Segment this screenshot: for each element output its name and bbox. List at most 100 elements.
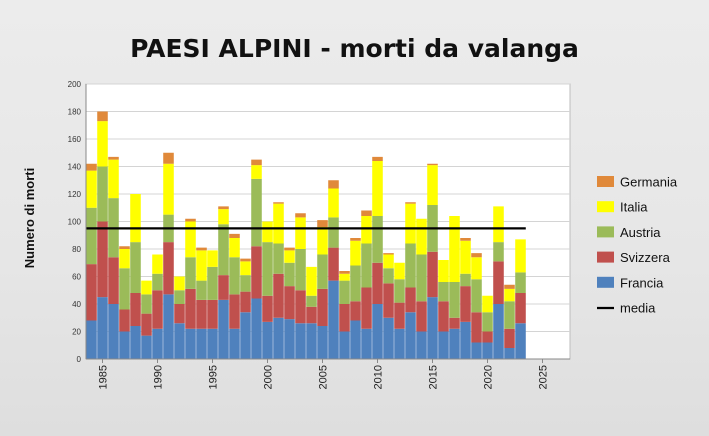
bar-segment-italia [229,238,240,258]
bar-segment-austria [130,242,141,293]
y-tick-label: 180 [68,108,82,117]
bar-segment-austria [240,275,251,292]
bar-segment-francia [152,328,163,359]
bar-segment-italia [295,217,306,249]
bar-segment-italia [405,203,416,244]
bar-segment-germania [328,180,339,189]
y-tick-label: 0 [77,355,82,364]
bar-stacks [86,111,526,359]
x-tick-label: 1990 [153,365,165,389]
legend-label-francia: Francia [620,275,664,290]
axes: 0 20 40 60 80 100 120 140 160 180 200 1985 1990 1995 2… [68,80,570,389]
bar-segment-austria [482,312,493,332]
bar-segment-svizzera [471,312,482,343]
bar-segment-francia [229,328,240,359]
bar-segment-austria [515,272,526,293]
bar-segment-svizzera [185,288,196,329]
bar-segment-italia [196,250,207,281]
bar-segment-svizzera [152,290,163,329]
bar-segment-francia [218,299,229,359]
legend-swatch-italia [597,201,614,213]
bar-segment-austria [317,254,328,289]
bar-segment-italia [328,188,339,218]
bar-segment-austria [504,301,515,329]
bar-segment-italia [119,249,130,269]
bar-segment-svizzera [416,301,427,332]
bar-segment-germania [108,156,119,160]
bar-segment-svizzera [174,304,185,324]
bar-segment-svizzera [438,301,449,332]
bar-segment-svizzera [361,287,372,329]
bar-segment-germania [251,159,262,166]
bar-segment-svizzera [306,306,317,324]
bar-segment-francia [438,331,449,359]
bar-segment-austria [394,279,405,303]
bar-segment-germania [339,271,350,274]
y-tick-label: 160 [68,135,82,144]
bar-segment-francia [317,326,328,359]
bar-segment-francia [339,331,350,359]
bar-segment-italia [438,260,449,282]
bar-segment-svizzera [295,290,306,324]
bar-segment-svizzera [350,301,361,321]
bar-segment-germania [295,213,306,218]
bar-segment-austria [361,243,372,288]
bar-segment-austria [229,257,240,295]
bar-segment-francia [119,331,130,359]
bar-segment-italia [317,227,328,255]
legend-swatch-germania [597,176,614,187]
bar-segment-francia [328,280,339,359]
bar-segment-svizzera [251,246,262,299]
bar-segment-austria [339,280,350,304]
bar-segment-austria [196,280,207,300]
bar-segment-italia [350,240,361,266]
bar-segment-italia [86,170,97,208]
bar-segment-francia [449,328,460,359]
bar-segment-austria [273,243,284,274]
y-tick-label: 20 [72,328,81,337]
bar-segment-austria [284,262,295,287]
bar-segment-francia [273,317,284,359]
legend-swatch-svizzera [597,251,614,263]
y-tick-label: 80 [72,245,81,254]
bar-segment-italia [240,261,251,276]
bar-segment-austria [383,268,394,284]
bar-segment-austria [152,273,163,291]
bar-segment-germania [218,206,229,210]
bar-segment-italia [493,206,504,243]
bar-segment-francia [416,331,427,359]
bar-segment-italia [427,165,438,205]
x-tick-label: 2015 [428,365,440,389]
bar-segment-italia [218,209,229,225]
bar-segment-austria [328,217,339,248]
bar-segment-germania [350,238,361,241]
x-tick-label: 1995 [208,365,220,389]
y-tick-label: 200 [68,80,82,89]
chart-title: PAESI ALPINI - morti da valanga [130,34,579,63]
bar-segment-svizzera [273,273,284,318]
bar-segment-austria [218,224,229,276]
bar-segment-italia [97,121,108,167]
bar-segment-francia [163,294,174,359]
bar-segment-austria [141,294,152,314]
bar-segment-germania [317,220,328,227]
bar-segment-austria [416,254,427,302]
bar-segment-italia [174,276,185,291]
bar-segment-svizzera [317,288,328,326]
bar-segment-germania [504,284,515,289]
bar-segment-svizzera [482,331,493,343]
bar-segment-italia [383,254,394,269]
bar-segment-germania [284,247,295,251]
x-tick-label: 2005 [318,365,330,389]
bar-segment-austria [97,166,108,222]
bar-segment-germania [427,163,438,166]
bar-segment-austria [372,216,383,263]
legend-swatch-francia [597,276,614,288]
bar-segment-germania [361,210,372,216]
bar-segment-svizzera [163,242,174,295]
legend: Germania Italia Austria Svizzera Francia medi… [597,175,678,316]
y-tick-label: 60 [72,273,81,282]
bar-segment-austria [207,266,218,300]
bar-segment-francia [306,323,317,359]
legend-swatch-austria [597,226,614,238]
